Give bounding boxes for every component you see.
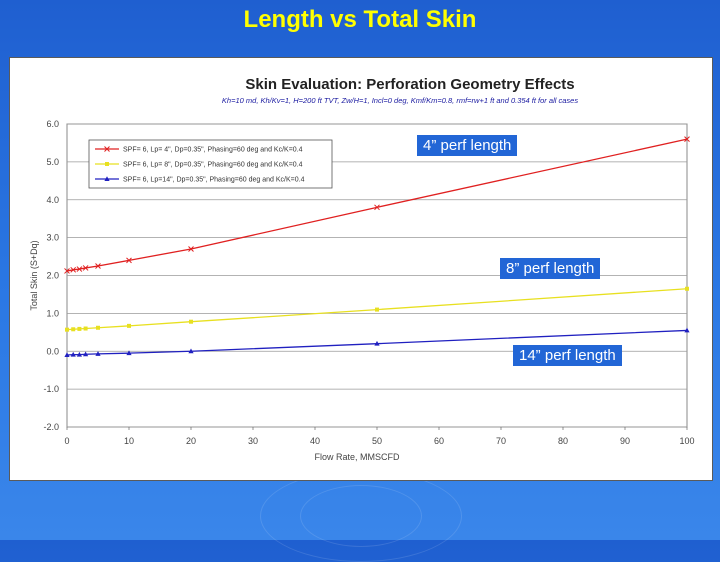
data-point bbox=[188, 246, 194, 252]
data-point bbox=[95, 351, 101, 356]
x-tick-label: 30 bbox=[248, 436, 258, 446]
data-point bbox=[189, 319, 193, 324]
data-point bbox=[375, 307, 379, 312]
y-tick-label: 0.0 bbox=[46, 346, 59, 356]
y-axis-label: Total Skin (S+Dq) bbox=[29, 240, 39, 310]
data-point bbox=[76, 351, 82, 357]
legend-entry: SPF= 6, Lp= 8", Dp=0.35", Phasing=60 deg… bbox=[123, 162, 303, 169]
data-point bbox=[95, 263, 101, 269]
slide-title: Length vs Total Skin bbox=[243, 6, 477, 33]
y-tick-label: 3.0 bbox=[46, 233, 59, 243]
data-point bbox=[82, 265, 89, 271]
x-tick-label: 40 bbox=[310, 436, 320, 446]
legend-marker bbox=[104, 176, 110, 181]
data-point bbox=[70, 351, 76, 357]
chart-subtitle: Kh=10 md, Kh/Kv=1, H=200 ft TVT, Zw/H=1,… bbox=[221, 96, 579, 105]
data-point bbox=[96, 325, 100, 330]
data-point bbox=[684, 136, 690, 143]
data-point bbox=[71, 327, 76, 332]
data-point bbox=[83, 326, 88, 331]
y-tick-label: 2.0 bbox=[46, 271, 59, 281]
legend bbox=[88, 139, 333, 189]
data-point bbox=[65, 327, 69, 332]
data-point bbox=[126, 257, 132, 264]
y-tick-label: -2.0 bbox=[43, 422, 59, 432]
chart-title: Skin Evaluation: Perforation Geometry Ef… bbox=[245, 76, 575, 93]
x-tick-label: 0 bbox=[64, 436, 69, 446]
x-tick-label: 90 bbox=[620, 436, 630, 446]
data-point bbox=[684, 327, 690, 333]
data-point bbox=[70, 266, 77, 273]
x-tick-label: 50 bbox=[372, 436, 382, 446]
callout-14in-perf-length: 14” perf length bbox=[513, 345, 622, 366]
x-tick-label: 70 bbox=[496, 436, 506, 446]
data-point bbox=[188, 348, 194, 354]
line-chart: 6.0 5.0 4.0 3.0 2.0 1.0 0.0 -1.0 -2.0 0 10 20 30 40 50… bbox=[29, 119, 695, 462]
y-tick-label: 5.0 bbox=[46, 157, 59, 167]
background-ripple bbox=[300, 485, 422, 547]
data-point bbox=[127, 323, 131, 328]
callout-4in-perf-length: 4” perf length bbox=[417, 135, 518, 156]
legend-marker bbox=[104, 146, 110, 152]
data-point bbox=[685, 286, 689, 291]
y-tick-label: 4.0 bbox=[46, 195, 59, 205]
legend-marker bbox=[105, 162, 109, 166]
x-tick-label: 10 bbox=[124, 436, 134, 446]
y-tick-label: -1.0 bbox=[43, 384, 59, 394]
x-tick-label: 100 bbox=[679, 436, 694, 446]
chart-frame: Skin Evaluation: Perforation Geometry Ef… bbox=[9, 57, 713, 481]
x-axis-label: Flow Rate, MMSCFD bbox=[314, 452, 400, 462]
data-point bbox=[76, 266, 83, 272]
data-point bbox=[64, 268, 70, 274]
x-tick-label: 60 bbox=[434, 436, 444, 446]
y-tick-label: 1.0 bbox=[46, 308, 59, 318]
data-point bbox=[83, 351, 89, 357]
x-tick-label: 20 bbox=[186, 436, 196, 446]
callout-8in-perf-length: 8” perf length bbox=[500, 258, 601, 279]
data-point bbox=[77, 326, 82, 331]
data-point bbox=[374, 340, 380, 346]
legend-entry: SPF= 6, Lp=14", Dp=0.35", Phasing=60 deg… bbox=[123, 177, 305, 184]
data-point bbox=[126, 350, 132, 356]
legend-entry: SPF= 6, Lp= 4", Dp=0.35", Phasing=60 deg… bbox=[123, 147, 303, 154]
data-point bbox=[64, 352, 70, 358]
y-tick-label: 6.0 bbox=[46, 119, 59, 129]
x-tick-label: 80 bbox=[558, 436, 568, 446]
data-point bbox=[374, 204, 380, 211]
